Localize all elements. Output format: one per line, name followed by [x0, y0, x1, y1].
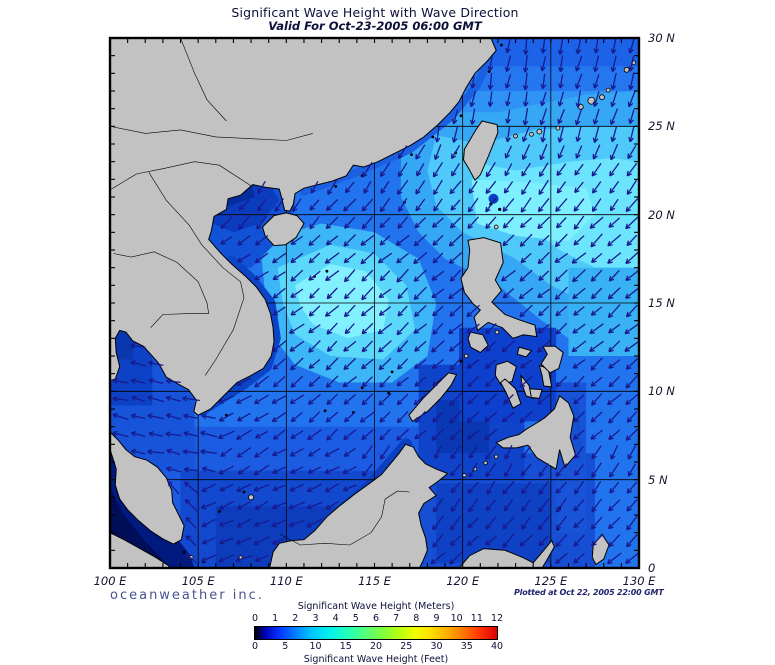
legend-tick: 0 [251, 613, 259, 624]
legend-tick: 1 [272, 613, 279, 624]
legend-tick: 4 [332, 613, 339, 624]
legend-feet-ticks: 0 5 10 15 20 25 30 35 40 [251, 641, 503, 653]
legend-tick: 5 [282, 641, 289, 652]
valid-time-subtitle: Valid For Oct-23-2005 06:00 GMT [268, 19, 482, 33]
legend-tick: 2 [292, 613, 299, 624]
wave-arrow-layer [112, 39, 638, 565]
lon-tick-label: 130 E [622, 574, 656, 588]
lat-tick-label: 15 N [648, 296, 675, 310]
legend-tick: 12 [490, 613, 504, 624]
legend-tick: 6 [372, 613, 380, 624]
lat-tick-label: 10 N [648, 384, 675, 399]
lon-tick-label: 105 E [181, 574, 215, 588]
lon-tick-label: 100 E [93, 574, 127, 588]
lat-tick-label: 5 N [648, 472, 668, 487]
legend-tick: 10 [309, 641, 322, 652]
legend-tick: 20 [369, 641, 383, 652]
map-layers [111, 39, 638, 567]
lon-tick-label: 120 E [446, 574, 480, 588]
legend-tick: 0 [251, 641, 259, 652]
lon-tick-label: 125 E [534, 574, 568, 588]
legend-tick: 8 [413, 613, 420, 624]
legend-tick: 7 [393, 613, 400, 624]
colorbar-gradient [254, 626, 498, 640]
lon-tick-label: 115 E [358, 574, 391, 588]
legend-tick: 25 [400, 641, 413, 652]
legend-feet-label: Significant Wave Height (Feet) [303, 654, 449, 665]
legend-meters-ticks: 0 1 2 3 4 5 6 7 8 9 10 11 12 [251, 613, 503, 625]
plotted-timestamp: Plotted at Oct 22, 2005 22:00 GMT [514, 588, 664, 597]
legend-tick: 3 [312, 613, 319, 624]
legend-tick: 40 [490, 641, 504, 652]
lat-tick-label: 30 N [648, 31, 675, 45]
lon-tick-label: 110 E [269, 574, 303, 588]
page-title: Significant Wave Height with Wave Direct… [231, 5, 519, 20]
legend-tick: 9 [433, 613, 440, 624]
legend-tick: 35 [460, 641, 473, 652]
map-frame [108, 36, 641, 570]
legend-tick: 11 [470, 613, 483, 624]
legend-meters-label: Significant Wave Height (Meters) [297, 601, 455, 612]
land-layer [111, 39, 637, 567]
lat-tick-label: 25 N [648, 119, 675, 134]
legend-tick: 5 [352, 613, 359, 624]
lat-tick-label: 0 [648, 561, 656, 575]
lat-tick-label: 20 N [648, 207, 675, 222]
legend-tick: 10 [450, 613, 463, 624]
oceanweather-logo-text: oceanweather inc. [110, 588, 264, 603]
legend-tick: 15 [339, 641, 352, 652]
legend-tick: 30 [430, 641, 443, 652]
